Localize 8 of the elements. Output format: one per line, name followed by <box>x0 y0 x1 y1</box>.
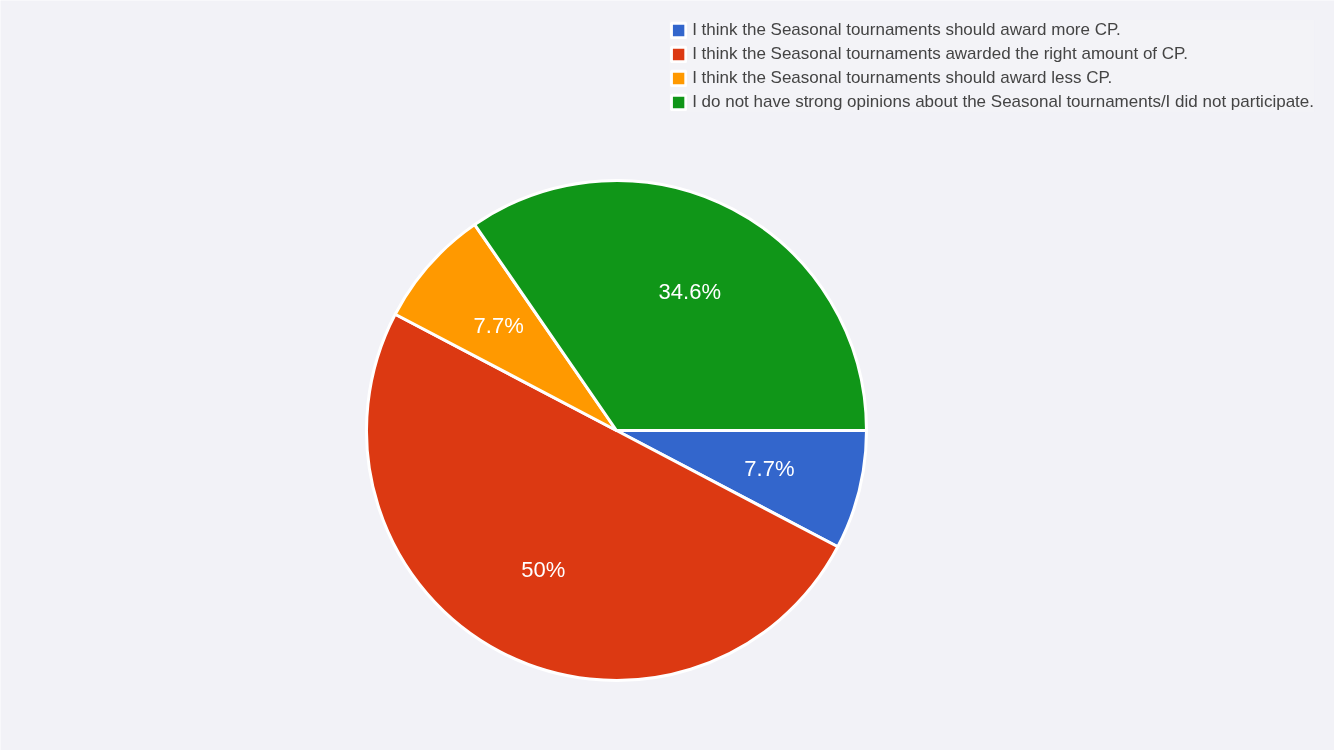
data-label: 50% <box>521 557 566 583</box>
data-label: 34.6% <box>658 278 721 304</box>
data-label: 7.7% <box>473 313 524 339</box>
legend-label: I do not have strong opinions about the Seasonal tournaments/I did not participate. <box>692 92 1314 112</box>
data-label: 7.7% <box>744 455 795 481</box>
legend-label: I think the Seasonal tournaments should award less CP. <box>692 68 1113 88</box>
legend-label: I think the Seasonal tournaments should award more CP. <box>692 20 1121 40</box>
legend-label: I think the Seasonal tournaments awarded the right amount of CP. <box>692 44 1188 64</box>
